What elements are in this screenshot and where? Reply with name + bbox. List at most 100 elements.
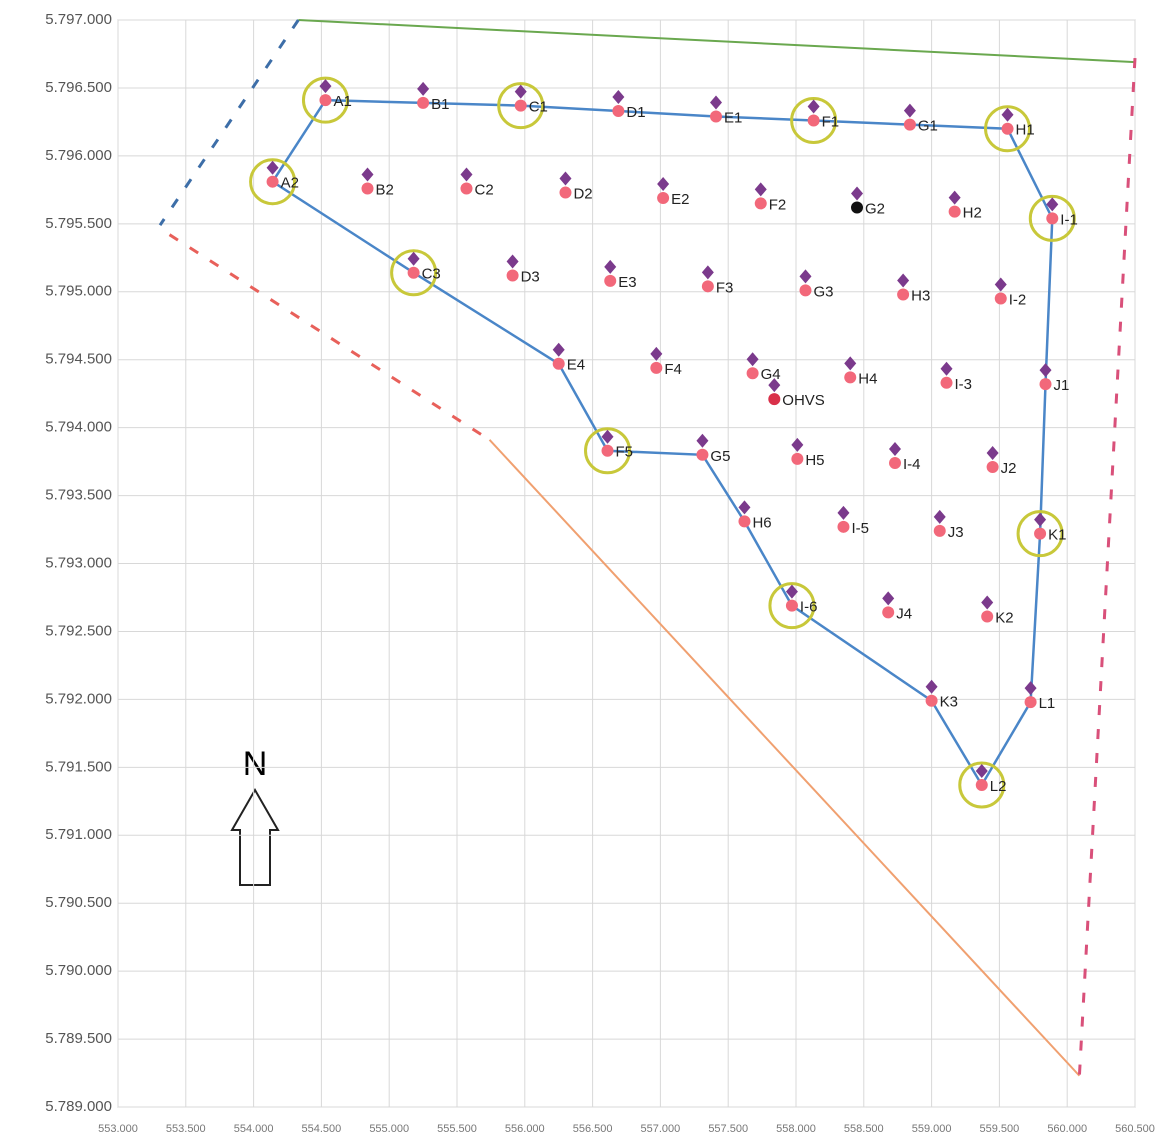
point-label: F4 — [664, 361, 682, 378]
point — [925, 694, 938, 707]
y-tick-label: 5.794.500 — [45, 351, 112, 368]
point-label: D3 — [521, 268, 540, 285]
point-label: I-5 — [851, 520, 869, 537]
point-label: E1 — [724, 109, 742, 126]
point-label: I-1 — [1060, 211, 1078, 228]
station-diamond — [791, 437, 804, 452]
x-tick-label: 557.000 — [641, 1123, 681, 1135]
x-tick-label: 560.000 — [1047, 1123, 1087, 1135]
point-label: H6 — [752, 514, 771, 531]
station-diamond — [319, 79, 332, 94]
point — [319, 94, 332, 107]
station-diamond — [1024, 681, 1037, 696]
station-diamond — [785, 584, 798, 599]
point — [604, 274, 617, 287]
point — [844, 371, 857, 384]
point — [1046, 212, 1059, 225]
station-diamond — [417, 81, 430, 96]
station-diamond — [844, 356, 857, 371]
point-label: K1 — [1048, 527, 1066, 544]
highlight-ring — [249, 158, 297, 206]
point-label: K3 — [940, 694, 958, 711]
station-diamond — [897, 273, 910, 288]
station-diamond — [361, 167, 374, 182]
point — [1001, 122, 1014, 135]
point — [738, 515, 751, 528]
station-diamond — [940, 361, 953, 376]
station-diamond — [657, 176, 670, 191]
station-diamond — [709, 95, 722, 110]
point-label: J3 — [948, 524, 964, 541]
station-diamond — [948, 190, 961, 205]
x-tick-label: 559.500 — [980, 1123, 1020, 1135]
station-diamond — [266, 160, 279, 175]
point-label: D2 — [573, 186, 592, 203]
point-label: G4 — [761, 366, 781, 383]
point — [552, 357, 565, 370]
y-tick-label: 5.794.000 — [45, 419, 112, 436]
point — [837, 520, 850, 533]
highlight-ring — [497, 82, 545, 130]
y-tick-label: 5.793.000 — [45, 554, 112, 571]
x-tick-label: 558.000 — [776, 1123, 816, 1135]
station-diamond — [799, 269, 812, 284]
point-label: J4 — [896, 605, 912, 622]
x-tick-label: 558.500 — [844, 1123, 884, 1135]
x-tick-label: 556.000 — [505, 1123, 545, 1135]
x-tick-label: 553.000 — [98, 1123, 138, 1135]
point — [1039, 378, 1052, 391]
station-diamond — [975, 763, 988, 778]
point-label: H4 — [858, 370, 877, 387]
station-diamond — [696, 433, 709, 448]
station-diamond — [601, 429, 614, 444]
point — [948, 205, 961, 218]
x-tick-label: 555.500 — [437, 1123, 477, 1135]
point — [266, 175, 279, 188]
station-diamond — [925, 679, 938, 694]
point-label: H2 — [963, 205, 982, 222]
station-diamond — [612, 90, 625, 105]
point-label: C1 — [529, 99, 548, 116]
point — [807, 114, 820, 127]
highlight-ring — [958, 761, 1006, 809]
point — [791, 452, 804, 465]
station-diamond — [986, 446, 999, 461]
point-label: H3 — [911, 287, 930, 304]
x-tick-label: 556.500 — [573, 1123, 613, 1135]
y-tick-label: 5.792.000 — [45, 690, 112, 707]
point — [785, 599, 798, 612]
point — [882, 606, 895, 619]
point — [897, 288, 910, 301]
point-label: F2 — [769, 196, 787, 213]
point-label: I-2 — [1009, 292, 1027, 309]
highlight-ring — [790, 97, 838, 145]
boundary-line — [298, 19, 1136, 64]
point-label: A2 — [281, 175, 299, 192]
point-label: I-3 — [955, 376, 973, 393]
station-diamond — [738, 500, 751, 515]
x-tick-label: 553.500 — [166, 1123, 206, 1135]
point — [701, 280, 714, 293]
point — [986, 461, 999, 474]
point — [799, 284, 812, 297]
station-diamond — [1034, 512, 1047, 527]
station-diamond — [460, 167, 473, 182]
x-tick-label: 554.500 — [302, 1123, 342, 1135]
y-tick-label: 5.797.000 — [45, 11, 112, 28]
station-diamond — [888, 441, 901, 456]
route-line — [270, 98, 1054, 788]
point — [746, 367, 759, 380]
x-tick-label: 555.000 — [369, 1123, 409, 1135]
point-label: B1 — [431, 96, 449, 113]
point-label: G1 — [918, 118, 938, 135]
boundary-line — [1077, 57, 1137, 1076]
station-diamond — [506, 254, 519, 269]
point — [650, 361, 663, 374]
point — [559, 186, 572, 199]
station-diamond — [837, 505, 850, 520]
y-tick-label: 5.793.500 — [45, 487, 112, 504]
highlight-ring — [1016, 510, 1064, 558]
boundary-line — [488, 439, 1081, 1077]
point-label: E3 — [618, 274, 636, 291]
y-tick-label: 5.791.000 — [45, 826, 112, 843]
